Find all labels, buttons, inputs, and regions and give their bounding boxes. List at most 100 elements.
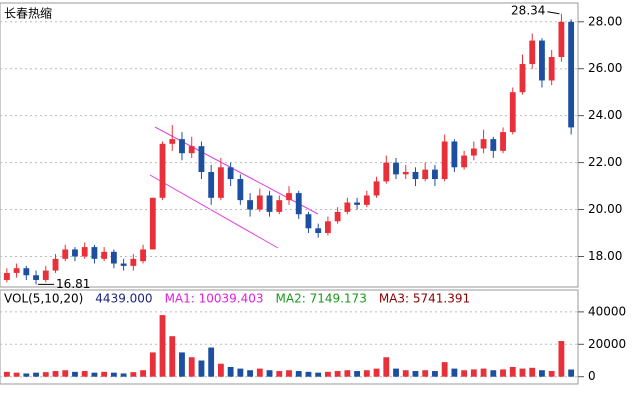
candle-body [72, 249, 78, 257]
volume-panel [0, 289, 579, 385]
volume-bar [363, 370, 370, 377]
candle-body [247, 200, 254, 210]
candle-body [101, 251, 108, 259]
candle-body [402, 171, 409, 175]
candle-body [120, 263, 127, 266]
volume-bar [188, 357, 195, 377]
volume-bar [208, 347, 215, 377]
channel-line [149, 174, 279, 249]
volume-bar [393, 368, 399, 377]
candle-body [529, 40, 536, 65]
volume-bar [276, 371, 283, 377]
candle-body [344, 202, 351, 212]
candle-body [52, 258, 59, 271]
volume-bar [432, 371, 438, 377]
candle-body [295, 193, 302, 215]
candle-body [461, 155, 468, 168]
candle-body [558, 21, 565, 57]
candle-body [227, 167, 234, 180]
volume-bar [568, 369, 575, 377]
volume-bar [451, 368, 458, 377]
candle-body [208, 171, 215, 198]
volume-bar [315, 372, 322, 377]
candle-body [480, 139, 487, 149]
annotation: 28.34 [511, 3, 545, 17]
volume-bar [266, 370, 273, 377]
volume-bar [91, 372, 98, 377]
candle-body [33, 275, 39, 280]
candle-body [62, 249, 69, 259]
volume-bar [179, 352, 185, 377]
candle-body [568, 21, 575, 128]
volume-bar [101, 371, 108, 377]
y-tick-label: 22.00 [588, 155, 622, 169]
candle-body [237, 179, 244, 201]
volume-legend: MA1: 10039.403 [165, 292, 264, 306]
volume-bar [33, 372, 39, 377]
volume-bar [42, 372, 49, 377]
candle-body [42, 270, 49, 280]
annotation-arrow [547, 11, 560, 15]
volume-bar [529, 367, 536, 377]
candle-body [110, 251, 117, 264]
candle-body [363, 195, 370, 205]
chart-title: 长春热缩 [4, 6, 52, 21]
candle-body [149, 197, 156, 250]
volume-bar [286, 370, 292, 377]
candle-body [451, 141, 458, 168]
volume-bar [480, 368, 487, 377]
candle-body [373, 181, 380, 196]
volume-bar [412, 371, 419, 377]
y-tick-label: 20.00 [588, 202, 622, 216]
volume-bar [198, 360, 205, 377]
volume-bar [81, 371, 88, 377]
volume-bar [149, 352, 156, 377]
candle-body [23, 268, 30, 276]
y-tick-label: 0 [588, 369, 596, 383]
volume-bar [519, 368, 526, 377]
y-tick-label: 40000 [588, 304, 626, 318]
volume-bar [159, 315, 166, 377]
volume-bar [558, 341, 565, 377]
candle-body [198, 146, 205, 172]
candle-body [354, 202, 361, 205]
candle-body [324, 221, 331, 234]
volume-bar [383, 357, 390, 377]
volume-bar [539, 370, 545, 377]
candle-body [13, 268, 20, 273]
candle-body [130, 258, 137, 266]
volume-bar [256, 368, 263, 377]
volume-bar [402, 370, 409, 377]
volume-bar [23, 373, 30, 377]
volume-bar [324, 371, 331, 377]
annotation: 16.81 [56, 277, 90, 291]
volume-bar [548, 371, 555, 377]
candle-body [315, 228, 322, 234]
volume-bar [140, 370, 146, 377]
volume-bar [227, 366, 234, 377]
volume-bar [461, 370, 468, 377]
candle-body [470, 148, 477, 156]
volume-legend: 4439.000 [95, 292, 152, 306]
candle-body [422, 169, 429, 180]
y-tick-label: 26.00 [588, 61, 622, 75]
y-tick-label: 24.00 [588, 108, 622, 122]
candle-body [159, 143, 166, 198]
candle-body [266, 195, 273, 212]
candle-body [490, 139, 497, 151]
y-tick-label: 18.00 [588, 249, 622, 263]
y-tick-label: 28.00 [588, 14, 622, 28]
volume-bar [441, 362, 448, 377]
volume-legend: MA3: 5741.391 [379, 292, 470, 306]
candle-body [91, 247, 98, 259]
volume-bar [169, 336, 176, 377]
volume-bar [72, 371, 78, 377]
volume-legend: VOL(5,10,20) [4, 292, 83, 306]
volume-legend: MA2: 7149.173 [276, 292, 367, 306]
candle-body [500, 132, 506, 151]
volume-bar [373, 368, 380, 377]
candle-body [169, 139, 176, 144]
volume-bar [305, 371, 312, 377]
candle-body [256, 195, 263, 210]
volume-bar [500, 369, 506, 377]
